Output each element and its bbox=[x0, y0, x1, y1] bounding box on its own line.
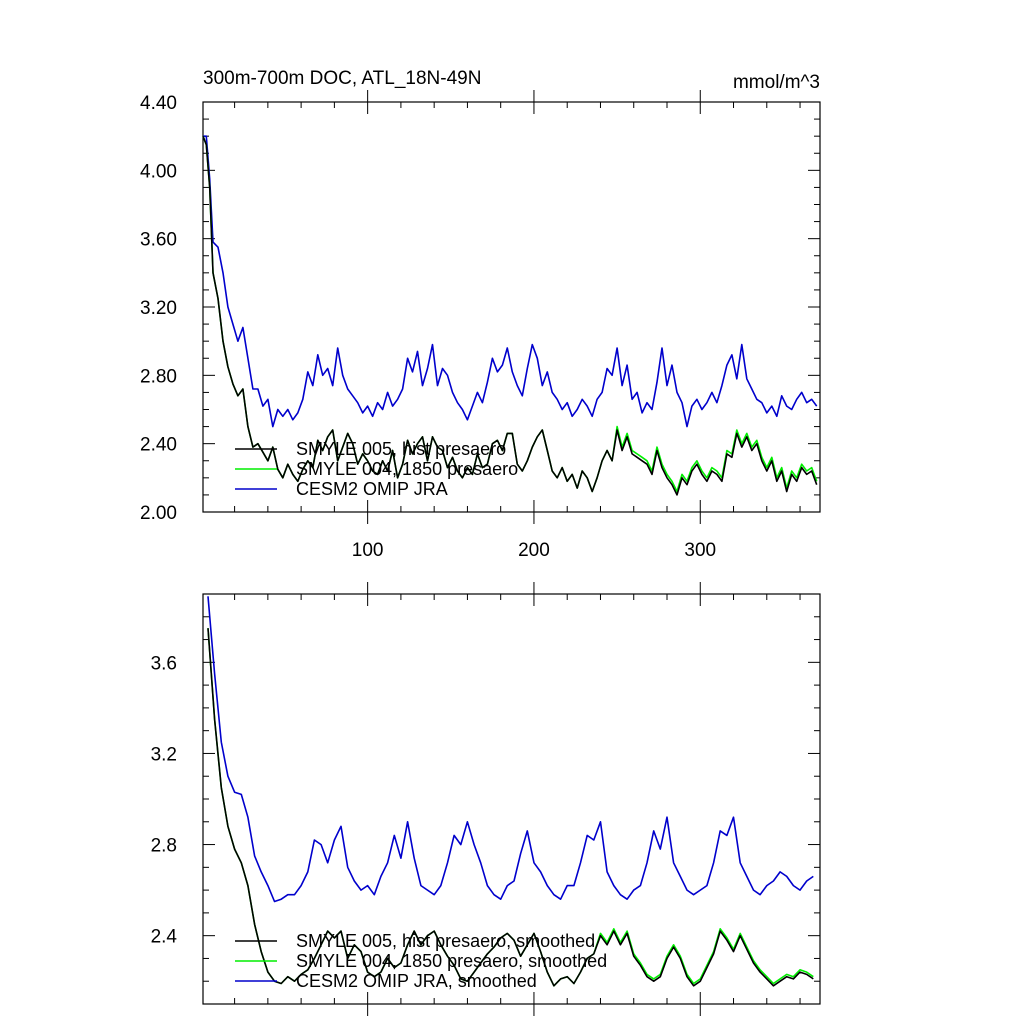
bottom-legend-label-0: SMYLE 005, hist presaero, smoothed bbox=[296, 931, 595, 951]
bottom-panel: 2.4 2.8 3.2 3.6 SMYLE 005, hist presaero, s… bbox=[151, 582, 821, 1016]
bottom-legend-label-1: SMYLE 004, 1850 presaero, smoothed bbox=[296, 951, 607, 971]
top-x-tick-label: 200 bbox=[518, 540, 550, 561]
bottom-legend-label-2: CESM2 OMIP JRA, smoothed bbox=[296, 971, 537, 991]
bottom-y-tick-label: 3.6 bbox=[151, 653, 177, 674]
top-y-tick-label: 2.40 bbox=[140, 435, 177, 456]
top-y-tick-label: 3.20 bbox=[140, 298, 177, 319]
top-legend-label-1: SMYLE 004, 1850 presaero bbox=[296, 459, 518, 479]
top-y-tick-label: 2.00 bbox=[140, 503, 177, 524]
bottom-series-line-0 bbox=[207, 628, 814, 987]
top-y-tick-label: 4.00 bbox=[140, 161, 177, 182]
top-y-tick-label: 4.40 bbox=[140, 93, 177, 114]
top-y-tick-label: 2.80 bbox=[140, 366, 177, 387]
top-series-line-0 bbox=[202, 135, 818, 496]
top-panel: 300m-700m DOC, ATL_18N-49N mmol/m^3 2.00… bbox=[140, 68, 821, 561]
top-legend-label-2: CESM2 OMIP JRA bbox=[296, 479, 448, 499]
bottom-plot-lines bbox=[207, 596, 814, 987]
top-axis-ticks: 2.00 2.40 2.80 3.20 3.60 4.00 4.40 100 200 300 bbox=[140, 90, 820, 561]
top-legend-label-0: SMYLE 005, hist presaero bbox=[296, 439, 506, 459]
top-plot-lines bbox=[202, 135, 818, 496]
top-x-tick-label: 300 bbox=[684, 540, 716, 561]
top-x-tick-label: 100 bbox=[352, 540, 384, 561]
top-panel-title: 300m-700m DOC, ATL_18N-49N bbox=[203, 68, 481, 89]
bottom-legend: SMYLE 005, hist presaero, smoothedSMYLE … bbox=[235, 931, 607, 991]
bottom-axis-ticks: 2.4 2.8 3.2 3.6 bbox=[151, 582, 820, 1016]
bottom-series-line-2 bbox=[207, 596, 814, 903]
top-series-line-2 bbox=[203, 135, 818, 428]
top-y-tick-label: 3.60 bbox=[140, 230, 177, 251]
bottom-y-tick-label: 3.2 bbox=[151, 744, 177, 765]
bottom-y-tick-label: 2.4 bbox=[151, 927, 178, 948]
units-label: mmol/m^3 bbox=[733, 72, 820, 93]
bottom-y-tick-label: 2.8 bbox=[151, 836, 177, 857]
